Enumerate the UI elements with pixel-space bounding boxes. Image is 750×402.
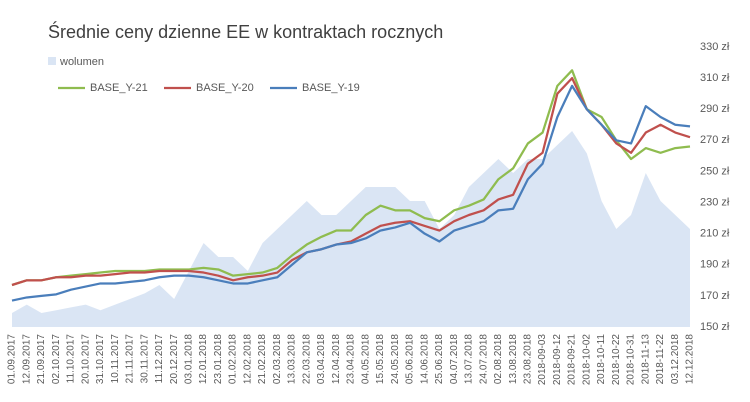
x-tick-label: 12.12.2018 [685, 334, 696, 384]
x-tick-label: 01.02.2018 [228, 334, 239, 384]
x-tick-label: 23.01.2018 [213, 334, 224, 384]
legend-swatch [48, 57, 56, 65]
x-tick-label: 2018-11-22 [655, 334, 666, 385]
x-tick-label: 04.07.2018 [449, 334, 460, 384]
y-tick-label: 310 zł [700, 72, 730, 84]
x-tick-label: 21.02.2018 [257, 334, 268, 384]
y-tick-label: 230 zł [700, 196, 730, 208]
x-tick-label: 2018-09-21 [567, 334, 578, 386]
x-tick-label: 2018-10-22 [611, 334, 622, 386]
series-line [11, 69, 691, 287]
x-tick-label: 13.07.2018 [464, 334, 475, 384]
x-tick-label: 30.11.2017 [139, 334, 150, 384]
x-tick-label: 2018-11-13 [640, 334, 651, 385]
x-tick-label: 31.10.2017 [95, 334, 106, 384]
x-tick-label: 21.09.2017 [36, 334, 47, 384]
x-tick-label: 2018-09-12 [552, 334, 563, 386]
y-tick-label: 210 zł [700, 228, 730, 240]
x-tick-label: 11.12.2017 [154, 334, 165, 384]
x-tick-label: 03.01.2018 [184, 334, 195, 384]
chart-title: Średnie ceny dzienne EE w kontraktach ro… [48, 21, 443, 42]
x-tick-label: 22.03.2018 [301, 334, 312, 384]
x-tick-label: 02.03.2018 [272, 334, 283, 384]
y-tick-label: 330 zł [700, 41, 730, 53]
x-tick-label: 02.08.2018 [493, 334, 504, 384]
x-tick-label: 12.01.2018 [198, 334, 209, 384]
y-tick-label: 290 zł [700, 103, 730, 115]
x-tick-label: 03.04.2018 [316, 334, 327, 384]
x-tick-label: 2018-10-11 [596, 334, 607, 385]
y-tick-label: 270 zł [700, 134, 730, 146]
x-tick-label: 23.04.2018 [346, 334, 357, 384]
x-tick-label: 04.05.2018 [360, 334, 371, 384]
x-tick-label: 21.11.2017 [125, 334, 136, 384]
x-tick-label: 14.06.2018 [419, 334, 430, 384]
x-tick-label: 11.10.2017 [66, 334, 77, 384]
x-tick-label: 12.04.2018 [331, 334, 342, 384]
x-tick-label: 2018-10-02 [581, 334, 592, 386]
legend-label: BASE_Y-21 [90, 82, 148, 94]
series-line [11, 84, 691, 302]
legend-label: BASE_Y-20 [196, 82, 254, 94]
x-tick-label: 24.05.2018 [390, 334, 401, 384]
x-tick-label: 2018-10-31 [626, 334, 637, 386]
x-tick-label: 15.05.2018 [375, 334, 386, 384]
y-tick-label: 150 zł [700, 321, 730, 333]
x-tick-label: 01.09.2017 [7, 334, 18, 384]
x-tick-label: 03.12.2018 [670, 334, 681, 384]
x-tick-label: 23.08.2018 [523, 334, 534, 384]
x-tick-label: 13.03.2018 [287, 334, 298, 384]
legend-label: BASE_Y-19 [302, 82, 360, 94]
series-line [11, 76, 691, 287]
x-tick-label: 02.10.2017 [51, 334, 62, 384]
y-tick-label: 190 zł [700, 259, 730, 271]
y-tick-label: 250 zł [700, 165, 730, 177]
x-tick-label: 25.06.2018 [434, 334, 445, 384]
legend-label: wolumen [59, 56, 104, 68]
x-tick-label: 24.07.2018 [478, 334, 489, 384]
x-tick-label: 13.08.2018 [508, 334, 519, 384]
x-tick-label: 12.09.2017 [21, 334, 32, 384]
x-tick-label: 20.10.2017 [80, 334, 91, 384]
x-tick-label: 12.02.2018 [242, 334, 253, 384]
x-tick-label: 2018-09-03 [537, 334, 548, 386]
x-tick-label: 20.12.2017 [169, 334, 180, 384]
x-tick-label: 10.11.2017 [110, 334, 121, 384]
y-tick-label: 170 zł [700, 290, 730, 302]
x-tick-label: 05.06.2018 [405, 334, 416, 384]
